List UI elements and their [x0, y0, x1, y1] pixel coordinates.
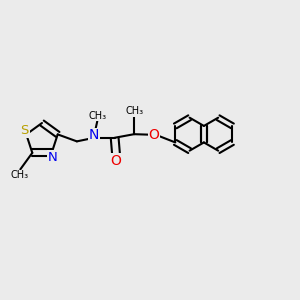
Text: CH₃: CH₃ [126, 106, 144, 116]
Text: N: N [89, 128, 99, 142]
Text: CH₃: CH₃ [89, 111, 107, 121]
Text: CH₃: CH₃ [10, 170, 28, 180]
Text: N: N [47, 151, 57, 164]
Text: S: S [21, 124, 29, 137]
Text: O: O [148, 128, 159, 142]
Text: O: O [111, 154, 122, 168]
